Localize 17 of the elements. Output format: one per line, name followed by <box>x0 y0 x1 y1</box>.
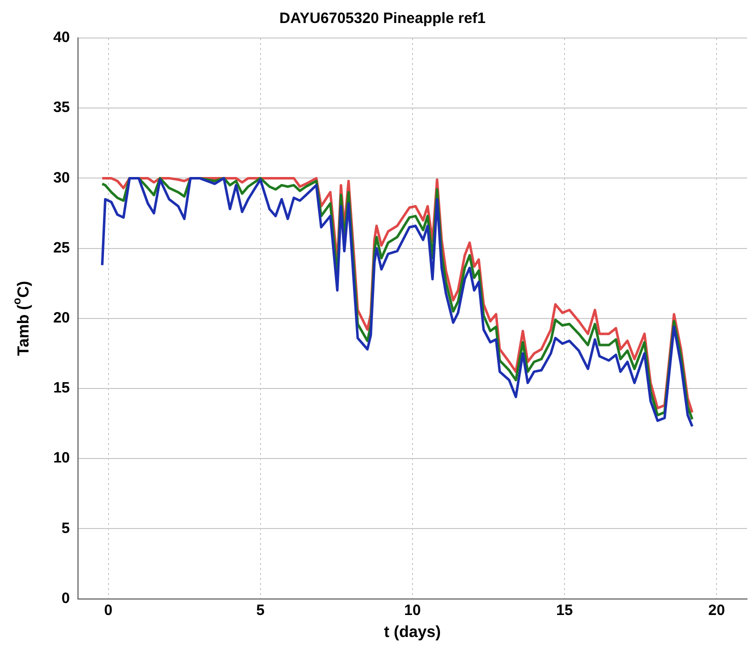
y-tick-label: 35 <box>53 99 70 116</box>
y-axis-title: Tamb (oC) <box>12 280 32 356</box>
y-tick-label: 5 <box>62 520 70 537</box>
chart-title: DAYU6705320 Pineapple ref1 <box>279 10 486 28</box>
y-tick-label: 30 <box>53 169 70 186</box>
x-tick-label: 20 <box>708 602 725 619</box>
y-tick-label: 40 <box>53 29 70 46</box>
y-tick-label: 20 <box>53 310 70 327</box>
y-tick-label: 0 <box>62 590 70 607</box>
x-tick-label: 0 <box>104 602 112 619</box>
x-axis-title: t (days) <box>384 624 441 641</box>
x-tick-label: 5 <box>256 602 265 619</box>
y-tick-label: 25 <box>53 239 70 256</box>
y-tick-label: 15 <box>53 380 70 397</box>
x-tick-label: 10 <box>404 602 421 619</box>
x-tick-label: 15 <box>556 602 573 619</box>
y-tick-label: 10 <box>53 450 70 467</box>
